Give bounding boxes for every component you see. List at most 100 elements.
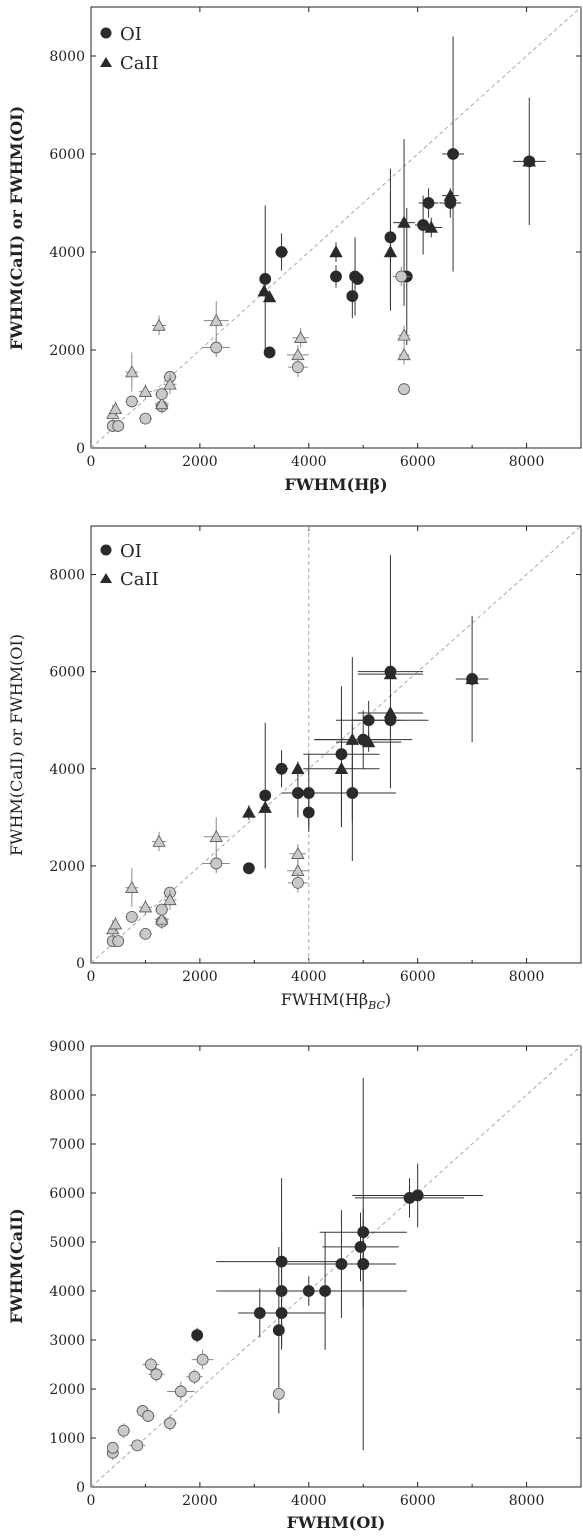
oi-point bbox=[411, 1189, 424, 1202]
caii-point-light bbox=[163, 377, 177, 390]
legend-oi-marker bbox=[100, 544, 112, 556]
x-axis-label: FWHM(Hβ) bbox=[284, 475, 387, 494]
oi-point-light bbox=[291, 361, 304, 374]
caii-point-light bbox=[108, 401, 123, 414]
data-marks bbox=[106, 555, 489, 948]
x-tick-label: 0 bbox=[87, 1493, 96, 1509]
y-tick-label: 2000 bbox=[49, 859, 85, 875]
x-axis-label-sub: BC bbox=[367, 999, 385, 1012]
oi-point bbox=[191, 1329, 204, 1341]
caii-point-light bbox=[125, 365, 139, 378]
caii-point-light bbox=[155, 912, 169, 925]
x-tick-label: 8000 bbox=[509, 969, 545, 985]
oi-point bbox=[351, 273, 364, 285]
caii-point bbox=[262, 290, 277, 303]
oi-point-light bbox=[174, 1385, 187, 1398]
oi-point bbox=[346, 290, 359, 303]
caii-point-light bbox=[138, 900, 153, 913]
oi-point-light bbox=[155, 388, 168, 401]
oi-point-light bbox=[106, 1441, 119, 1454]
oi-point-light bbox=[210, 857, 223, 870]
panel-3: 0 2000 4000 6000 8000 0 1000 2000 3000 4000 5000 60… bbox=[7, 1039, 582, 1532]
oi-point bbox=[302, 806, 315, 819]
oi-point-light bbox=[272, 1388, 285, 1400]
oi-point bbox=[523, 155, 536, 168]
x-tick-label: 8000 bbox=[509, 1493, 545, 1509]
oi-point bbox=[275, 1255, 288, 1268]
oi-point bbox=[275, 762, 288, 775]
data-marks bbox=[106, 1077, 483, 1461]
oi-point-light bbox=[398, 383, 410, 396]
oi-point-light bbox=[210, 341, 223, 354]
x-tick-label: 2000 bbox=[182, 1493, 218, 1509]
caii-point-light bbox=[152, 318, 166, 331]
caii-point-light bbox=[291, 846, 305, 859]
caii-point-light bbox=[397, 348, 411, 361]
caii-point bbox=[383, 667, 398, 680]
legend-caii-label: CaII bbox=[120, 569, 159, 590]
x-tick-label: 2000 bbox=[182, 969, 218, 985]
caii-point-light bbox=[138, 384, 153, 397]
axis-ticks: 0 2000 4000 6000 8000 0 2000 4000 6000 8000 bbox=[49, 526, 581, 985]
plot-frame bbox=[90, 525, 582, 964]
y-tick-label: 6000 bbox=[49, 1186, 85, 1202]
oi-point-light bbox=[188, 1370, 201, 1383]
x-tick-label: 4000 bbox=[291, 454, 327, 470]
oi-point bbox=[466, 673, 479, 685]
caii-point bbox=[329, 245, 343, 258]
oi-point-light bbox=[164, 1417, 176, 1430]
caii-point bbox=[258, 800, 272, 813]
data-marks bbox=[106, 36, 546, 432]
y-tick-label: 8000 bbox=[49, 49, 85, 65]
oi-point-light bbox=[142, 1410, 155, 1422]
oi-point-light bbox=[125, 910, 138, 923]
oi-point-light bbox=[395, 270, 408, 283]
legend: OI CaII bbox=[100, 541, 159, 590]
panel-1: 0 2000 4000 6000 8000 0 2000 4000 6000 8000 OI Ca… bbox=[7, 6, 582, 494]
oi-point-light bbox=[291, 876, 304, 889]
caii-point-light bbox=[397, 328, 411, 341]
oi-point-light bbox=[131, 1439, 144, 1452]
caii-point-light bbox=[108, 917, 123, 930]
oi-point-light bbox=[112, 420, 125, 432]
y-tick-label: 4000 bbox=[49, 245, 85, 261]
oi-point-light bbox=[125, 395, 138, 408]
oi-point bbox=[447, 148, 459, 160]
reference-line bbox=[90, 525, 582, 964]
plot-frame bbox=[90, 1045, 582, 1488]
oi-point bbox=[263, 346, 276, 359]
caii-point bbox=[397, 215, 411, 228]
panel-2: 0 2000 4000 6000 8000 0 2000 4000 6000 8000 OI Ca… bbox=[7, 525, 582, 1012]
caii-point bbox=[424, 220, 438, 233]
x-axis-label: FWHM(OI) bbox=[287, 1513, 386, 1532]
oi-point bbox=[242, 862, 255, 875]
caii-point-light bbox=[125, 880, 139, 893]
reference-line bbox=[90, 6, 582, 449]
y-tick-label: 3000 bbox=[49, 1333, 85, 1349]
oi-point-light bbox=[144, 1358, 157, 1371]
x-tick-label: 0 bbox=[87, 454, 96, 470]
x-axis-label: FWHM(HβBC) bbox=[281, 990, 391, 1012]
y-tick-label: 1000 bbox=[49, 1431, 85, 1447]
caii-point bbox=[345, 732, 360, 745]
reference-line bbox=[90, 1045, 582, 1488]
y-axis-label: FWHM(CaII) bbox=[7, 1208, 26, 1323]
oi-point bbox=[330, 270, 342, 283]
legend-oi-label: OI bbox=[120, 24, 142, 45]
oi-point-light bbox=[117, 1424, 130, 1437]
x-tick-label: 8000 bbox=[509, 454, 545, 470]
oi-point-light bbox=[139, 412, 152, 425]
oi-point bbox=[259, 789, 272, 802]
caii-point bbox=[242, 805, 256, 818]
caii-point-light bbox=[155, 397, 169, 410]
caii-point bbox=[334, 761, 349, 774]
x-axis-label-close: ) bbox=[385, 990, 391, 1009]
legend-oi-marker bbox=[100, 27, 112, 39]
oi-point-light bbox=[155, 903, 168, 916]
plot-frame bbox=[90, 6, 582, 449]
legend-caii-label: CaII bbox=[120, 53, 159, 74]
caii-point-light bbox=[152, 834, 166, 847]
y-tick-label: 2000 bbox=[49, 343, 85, 359]
y-tick-label: 4000 bbox=[49, 762, 85, 778]
